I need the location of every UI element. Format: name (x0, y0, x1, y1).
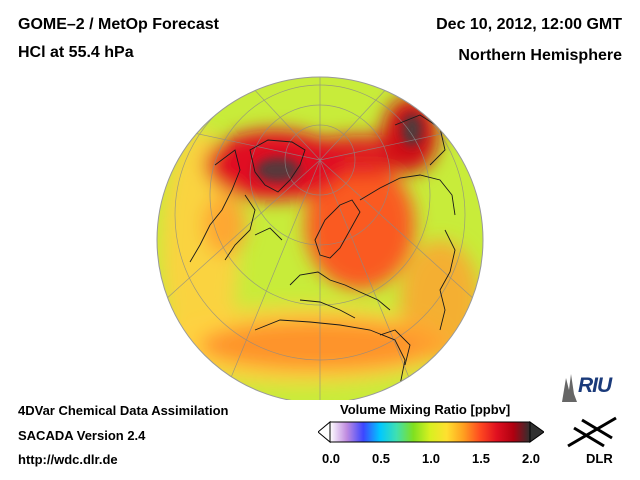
greenland-core (256, 158, 300, 182)
meridian-line (319, 159, 476, 301)
riu-logo-icon (562, 374, 577, 402)
species-level-subtitle: HCl at 55.4 hPa (18, 44, 134, 61)
colorbar-min-arrow (318, 420, 331, 444)
pacific-orange-patch (203, 195, 247, 255)
meridian-line (164, 159, 321, 301)
east-asia-orange (400, 240, 480, 360)
dlr-logo-icon (567, 416, 617, 448)
north-america-coastline (189, 149, 283, 263)
meridian-line (319, 84, 391, 161)
meridian-line (319, 129, 461, 161)
footer-url[interactable]: http://wdc.dlr.de (18, 452, 118, 467)
meridian-line (179, 129, 321, 161)
pacific-subtropical-band (162, 130, 238, 370)
colorbar-tick-label: 1.0 (421, 451, 441, 466)
colorbar-tick-label: 0.0 (321, 451, 341, 466)
dlr-logo-text: DLR (586, 451, 613, 466)
colorbar-tick-label: 2.0 (521, 451, 541, 466)
greenland-coastline (249, 139, 306, 193)
region-label: Northern Hemisphere (458, 47, 622, 64)
arabia-coastline (379, 329, 411, 366)
footer-version: SACADA Version 2.4 (18, 428, 146, 443)
meridian-line (319, 159, 411, 381)
meridian-line (229, 159, 321, 381)
meridian-line (249, 84, 321, 161)
colorbar-gradient (329, 421, 531, 443)
colorbar-max-arrow (529, 421, 544, 443)
colorbar-tick-label: 0.5 (371, 451, 391, 466)
africa-coastline (254, 319, 406, 386)
east-asia-coastline (439, 229, 456, 331)
scandinavia-coastline (314, 199, 361, 259)
europe-coastline (289, 271, 391, 319)
colorbar-title: Volume Mixing Ratio [ppbv] (340, 402, 511, 417)
colorbar (318, 420, 544, 444)
forecast-datetime: Dec 10, 2012, 12:00 GMT (436, 16, 622, 33)
hemisphere-map (156, 76, 484, 400)
forecast-title: GOME–2 / MetOp Forecast (18, 16, 219, 33)
riu-logo-text: RIU (578, 374, 612, 397)
colorbar-tick-label: 1.5 (471, 451, 491, 466)
footer-method: 4DVar Chemical Data Assimilation (18, 403, 229, 418)
siberia-core (402, 114, 422, 146)
globe-outline (156, 76, 484, 400)
